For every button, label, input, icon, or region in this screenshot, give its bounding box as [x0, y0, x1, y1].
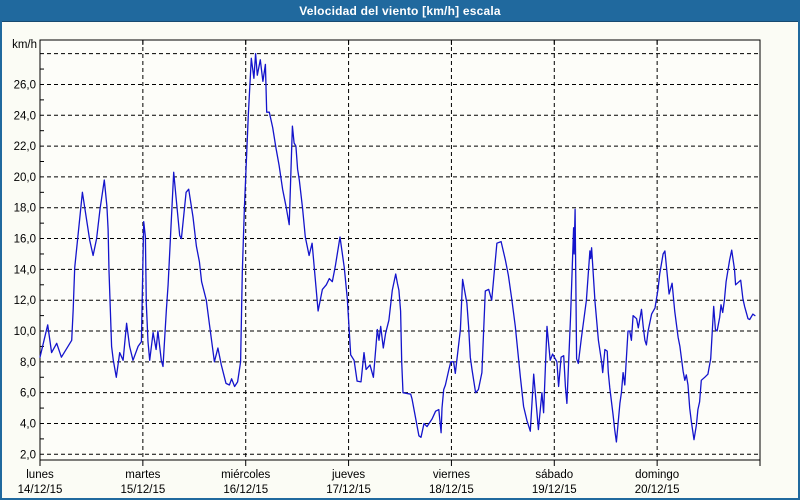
y-tick-label-4,0: 4,0 — [20, 418, 36, 430]
day-name-label-jueves: jueves — [331, 469, 365, 481]
day-name-label-domingo: domingo — [635, 469, 679, 481]
y-axis-unit-label: km/h — [12, 39, 37, 51]
y-tick-label-2,0: 2,0 — [20, 449, 36, 461]
chart-title: Velocidad del viento [km/h] escala — [299, 3, 501, 18]
day-date-label-15/12/15: 15/12/15 — [120, 484, 165, 496]
plot-area — [39, 39, 761, 461]
y-tick-label-6,0: 6,0 — [20, 388, 36, 400]
y-tick-label-26,0: 26,0 — [14, 79, 36, 91]
chart-title-bar: Velocidad del viento [km/h] escala — [2, 2, 798, 22]
day-date-label-20/12/15: 20/12/15 — [635, 484, 680, 496]
wind-speed-chart: km/h 2,0 4,0 6,0 8,0 10,0 12,0 14,0 16,0 18,0 20,0… — [12, 39, 761, 496]
day-name-label-sábado: sábado — [535, 469, 573, 481]
day-name-label-martes: martes — [125, 469, 160, 481]
day-date-label-16/12/15: 16/12/15 — [223, 484, 268, 496]
day-date-label-14/12/15: 14/12/15 — [18, 484, 63, 496]
day-name-label-viernes: viernes — [433, 469, 470, 481]
y-tick-label-10,0: 10,0 — [14, 326, 36, 338]
day-name-label-miércoles: miércoles — [221, 469, 270, 481]
y-tick-label-16,0: 16,0 — [14, 234, 36, 246]
y-tick-label-8,0: 8,0 — [20, 357, 36, 369]
day-date-label-19/12/15: 19/12/15 — [532, 484, 577, 496]
y-tick-label-22,0: 22,0 — [14, 141, 36, 153]
wind-speed-line — [39, 52, 756, 443]
y-tick-label-18,0: 18,0 — [14, 203, 36, 215]
day-name-label-lunes: lunes — [26, 469, 54, 481]
y-tick-label-20,0: 20,0 — [14, 172, 36, 184]
day-date-label-18/12/15: 18/12/15 — [429, 484, 474, 496]
y-tick-label-14,0: 14,0 — [14, 264, 36, 276]
y-tick-label-24,0: 24,0 — [14, 110, 36, 122]
y-tick-label-12,0: 12,0 — [14, 295, 36, 307]
day-date-label-17/12/15: 17/12/15 — [326, 484, 371, 496]
